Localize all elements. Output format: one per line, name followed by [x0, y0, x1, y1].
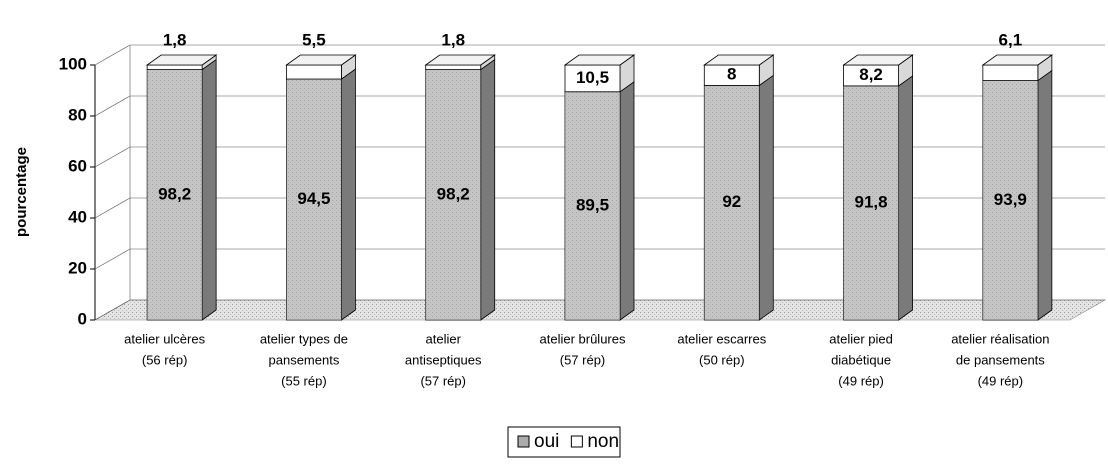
y-tick-label: 60	[68, 156, 87, 175]
value-label: 94,5	[297, 189, 330, 208]
bar-side	[341, 68, 356, 321]
bar-segment	[563, 54, 636, 93]
bar-top	[285, 54, 357, 66]
value-label: 5,5	[302, 30, 326, 49]
bar-segment	[424, 54, 496, 71]
grid-line	[94, 44, 1105, 66]
x-tick-label: atelier réalisation	[951, 331, 1049, 346]
bar-segment	[145, 54, 218, 71]
x-tick-label: (56 rép)	[142, 352, 188, 367]
bar	[425, 64, 482, 70]
y-tick-label: 100	[59, 54, 87, 73]
value-label: 8,2	[859, 65, 883, 84]
bar-segment	[842, 54, 914, 87]
y-tick-label: 80	[68, 105, 87, 124]
bar-top	[842, 54, 914, 66]
bar-tint	[286, 79, 342, 321]
bar-tint	[565, 91, 620, 321]
x-tick-label: (50 rép)	[699, 352, 745, 367]
x-tick-label: atelier escarres	[677, 331, 766, 346]
x-tick-label: (49 rép)	[978, 373, 1024, 388]
bar-tint	[982, 80, 1038, 321]
bar-side	[898, 75, 913, 321]
bar-top	[981, 54, 1054, 66]
value-label: 89,5	[576, 195, 609, 214]
x-tick-label: (49 rép)	[838, 373, 884, 388]
x-tick-label: atelier ulcères	[124, 331, 205, 346]
legend-swatch	[570, 435, 583, 448]
bar-segment	[703, 54, 775, 87]
bar-top	[424, 54, 496, 66]
value-label: 10,5	[576, 68, 609, 87]
x-tick-label: atelier types de	[260, 331, 348, 346]
value-label: 1,8	[441, 30, 465, 49]
legend-label: oui	[534, 431, 559, 452]
value-label: 98,2	[158, 184, 191, 203]
bar-top	[703, 54, 775, 66]
grid-line	[94, 299, 1105, 321]
x-tick-label: atelier pied	[829, 331, 893, 346]
bar-tint	[147, 69, 203, 320]
bar-side	[1037, 69, 1053, 321]
bar-segment	[285, 54, 357, 80]
bar-segment	[843, 75, 913, 321]
value-label: 6,1	[999, 30, 1023, 49]
bar-segment	[564, 80, 635, 321]
bar-segment	[425, 58, 496, 321]
value-label: 91,8	[855, 192, 888, 211]
bar-segment	[703, 74, 774, 321]
bar	[982, 64, 1039, 81]
legend-swatch	[517, 435, 530, 448]
bar-segment	[146, 58, 217, 321]
grid-line	[94, 95, 1105, 117]
grid-line	[94, 146, 1105, 168]
bar-side	[201, 58, 217, 321]
bar	[146, 64, 203, 70]
y-tick-label: 20	[68, 258, 87, 277]
bar-top	[145, 54, 218, 66]
bar-top	[563, 54, 636, 66]
value-label: 93,9	[994, 190, 1027, 209]
x-tick-label: (57 rép)	[420, 373, 466, 388]
value-label: 8	[727, 65, 736, 84]
x-tick-label: (57 rép)	[560, 352, 606, 367]
grid-line	[94, 197, 1105, 219]
bar-side	[619, 80, 635, 321]
bar	[286, 64, 342, 80]
bar-tint	[425, 69, 481, 320]
y-tick-label: 40	[68, 207, 87, 226]
x-tick-label: diabétique	[831, 352, 891, 367]
bar-tint	[704, 85, 760, 321]
x-tick-label: de pansements	[956, 352, 1045, 367]
bar-side	[758, 74, 774, 321]
value-label: 98,2	[437, 184, 470, 203]
bar-side	[480, 58, 496, 321]
bar-segment	[981, 54, 1054, 82]
bar-tint	[843, 85, 899, 320]
x-tick-label: atelier	[426, 331, 462, 346]
grid-line	[94, 248, 1105, 270]
y-tick-label: 0	[78, 309, 87, 328]
x-tick-label: atelier brûlures	[540, 331, 626, 346]
value-label: 1,8	[163, 30, 187, 49]
x-tick-label: pansements	[269, 352, 340, 367]
x-tick-label: antiseptiques	[405, 352, 482, 367]
bar	[564, 64, 621, 93]
x-tick-label: (55 rép)	[281, 373, 327, 388]
value-label: 92	[722, 192, 741, 211]
legend: oui non	[507, 426, 621, 458]
y-axis-label: pourcentage	[13, 147, 30, 237]
legend-label: non	[587, 431, 619, 452]
